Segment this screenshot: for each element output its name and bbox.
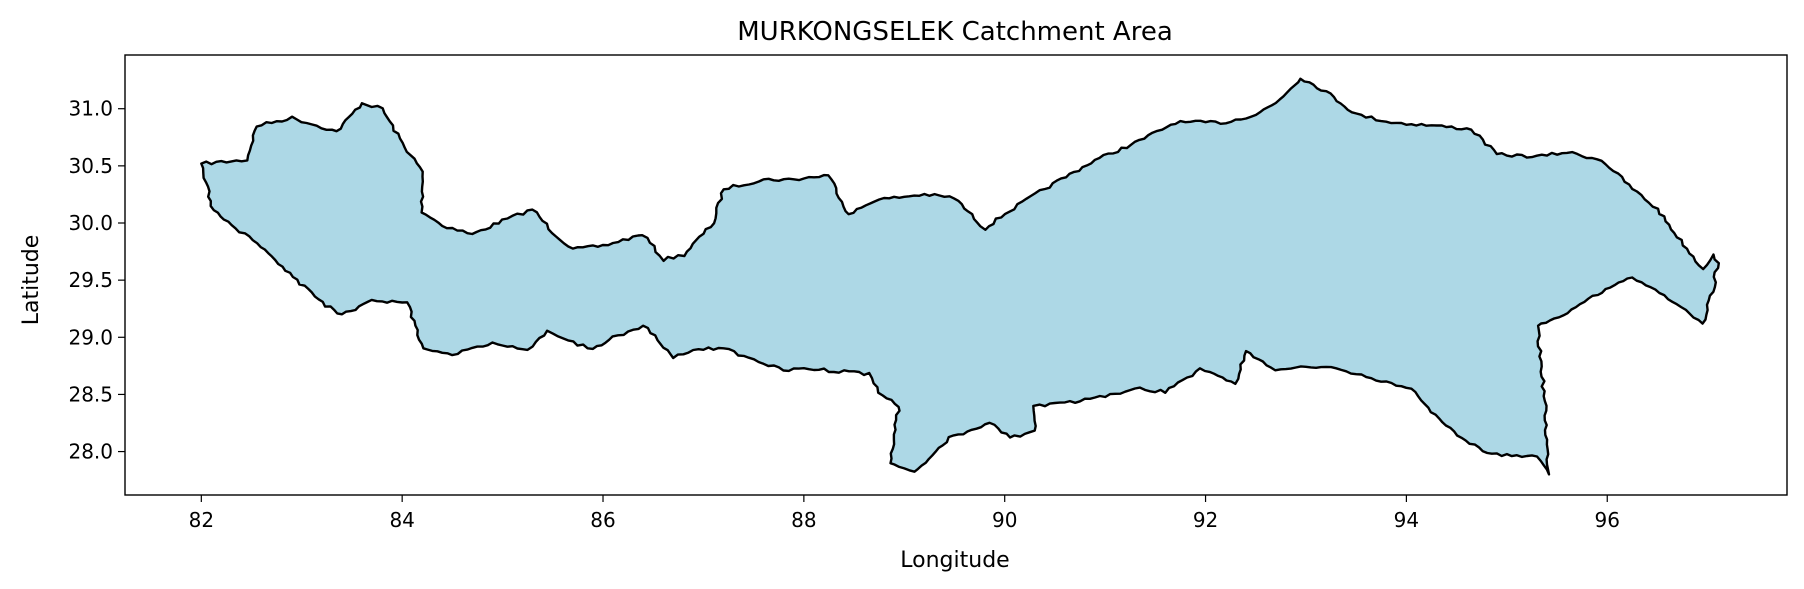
y-axis-label: Latitude: [19, 235, 44, 326]
y-tick-label: 30.0: [68, 211, 113, 235]
y-tick-label: 31.0: [68, 97, 113, 121]
y-axis-ticks: 28.0 28.5 29.0 29.5 30.0 30.5 31.0: [68, 97, 125, 464]
y-tick-label: 30.5: [68, 154, 113, 178]
x-tick-label: 82: [189, 508, 214, 532]
y-tick-label: 28.0: [68, 440, 113, 464]
x-tick-label: 88: [791, 508, 816, 532]
axes-frame: [124, 54, 1788, 496]
x-tick-label: 94: [1394, 508, 1419, 532]
x-tick-label: 96: [1595, 508, 1620, 532]
map-title: MURKONGSELEK Catchment Area: [737, 17, 1173, 47]
x-axis-ticks: 82 84 86 88 90 92 94 96: [189, 495, 1620, 532]
plot-area: [124, 54, 1788, 496]
x-tick-label: 92: [1193, 508, 1218, 532]
x-tick-label: 84: [389, 508, 414, 532]
x-tick-label: 86: [590, 508, 615, 532]
catchment-polygon: [200, 77, 1720, 476]
y-tick-label: 28.5: [68, 382, 113, 406]
x-axis-label: Longitude: [900, 548, 1009, 573]
y-tick-label: 29.0: [68, 325, 113, 349]
y-tick-label: 29.5: [68, 268, 113, 292]
x-tick-label: 90: [992, 508, 1017, 532]
